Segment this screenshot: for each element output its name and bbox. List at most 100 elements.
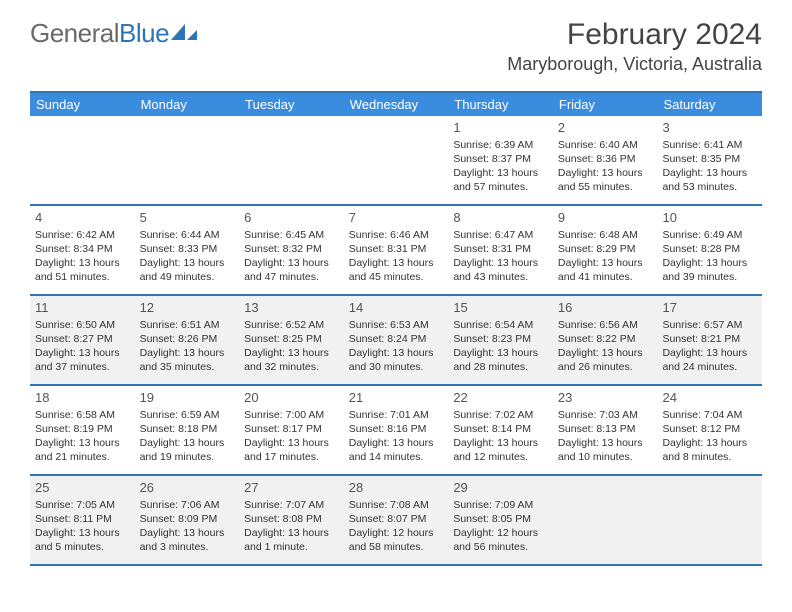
day-header-mon: Monday: [135, 93, 240, 116]
calendar-grid: Sunday Monday Tuesday Wednesday Thursday…: [30, 91, 762, 566]
calendar-cell: 22Sunrise: 7:02 AMSunset: 8:14 PMDayligh…: [448, 386, 553, 474]
sunset-text: Sunset: 8:26 PM: [140, 332, 235, 346]
calendar-cell: 10Sunrise: 6:49 AMSunset: 8:28 PMDayligh…: [657, 206, 762, 294]
sunrise-text: Sunrise: 6:53 AM: [349, 318, 444, 332]
sunset-text: Sunset: 8:34 PM: [35, 242, 130, 256]
daylight-text: Daylight: 13 hours and 49 minutes.: [140, 256, 235, 284]
sunset-text: Sunset: 8:22 PM: [558, 332, 653, 346]
calendar-cell: 20Sunrise: 7:00 AMSunset: 8:17 PMDayligh…: [239, 386, 344, 474]
sunrise-text: Sunrise: 7:05 AM: [35, 498, 130, 512]
daylight-text: Daylight: 13 hours and 8 minutes.: [662, 436, 757, 464]
day-header-sat: Saturday: [657, 93, 762, 116]
sunset-text: Sunset: 8:23 PM: [453, 332, 548, 346]
calendar-cell: 19Sunrise: 6:59 AMSunset: 8:18 PMDayligh…: [135, 386, 240, 474]
day-number: 6: [244, 209, 339, 227]
day-number: 11: [35, 299, 130, 317]
day-header-tue: Tuesday: [239, 93, 344, 116]
day-header-sun: Sunday: [30, 93, 135, 116]
calendar-cell: 17Sunrise: 6:57 AMSunset: 8:21 PMDayligh…: [657, 296, 762, 384]
day-number: 16: [558, 299, 653, 317]
daylight-text: Daylight: 13 hours and 39 minutes.: [662, 256, 757, 284]
sunset-text: Sunset: 8:36 PM: [558, 152, 653, 166]
daylight-text: Daylight: 12 hours and 58 minutes.: [349, 526, 444, 554]
calendar-cell: 24Sunrise: 7:04 AMSunset: 8:12 PMDayligh…: [657, 386, 762, 474]
day-number: 29: [453, 479, 548, 497]
logo-text-gray: General: [30, 18, 119, 49]
calendar-cell: [657, 476, 762, 564]
sunset-text: Sunset: 8:08 PM: [244, 512, 339, 526]
calendar-cell: 4Sunrise: 6:42 AMSunset: 8:34 PMDaylight…: [30, 206, 135, 294]
sunrise-text: Sunrise: 7:09 AM: [453, 498, 548, 512]
calendar-week: 25Sunrise: 7:05 AMSunset: 8:11 PMDayligh…: [30, 476, 762, 566]
daylight-text: Daylight: 13 hours and 35 minutes.: [140, 346, 235, 374]
calendar-cell: 1Sunrise: 6:39 AMSunset: 8:37 PMDaylight…: [448, 116, 553, 204]
daylight-text: Daylight: 13 hours and 5 minutes.: [35, 526, 130, 554]
sunset-text: Sunset: 8:25 PM: [244, 332, 339, 346]
sunset-text: Sunset: 8:19 PM: [35, 422, 130, 436]
daylight-text: Daylight: 13 hours and 30 minutes.: [349, 346, 444, 374]
sunrise-text: Sunrise: 7:03 AM: [558, 408, 653, 422]
day-number: 2: [558, 119, 653, 137]
calendar-cell: 2Sunrise: 6:40 AMSunset: 8:36 PMDaylight…: [553, 116, 658, 204]
daylight-text: Daylight: 13 hours and 10 minutes.: [558, 436, 653, 464]
daylight-text: Daylight: 13 hours and 14 minutes.: [349, 436, 444, 464]
daylight-text: Daylight: 13 hours and 32 minutes.: [244, 346, 339, 374]
sunrise-text: Sunrise: 7:02 AM: [453, 408, 548, 422]
sunrise-text: Sunrise: 7:01 AM: [349, 408, 444, 422]
day-number: 12: [140, 299, 235, 317]
calendar-week: 11Sunrise: 6:50 AMSunset: 8:27 PMDayligh…: [30, 296, 762, 386]
calendar-cell: 7Sunrise: 6:46 AMSunset: 8:31 PMDaylight…: [344, 206, 449, 294]
calendar-cell: 13Sunrise: 6:52 AMSunset: 8:25 PMDayligh…: [239, 296, 344, 384]
sunrise-text: Sunrise: 6:50 AM: [35, 318, 130, 332]
sunrise-text: Sunrise: 7:06 AM: [140, 498, 235, 512]
day-number: 26: [140, 479, 235, 497]
sunset-text: Sunset: 8:24 PM: [349, 332, 444, 346]
sunset-text: Sunset: 8:35 PM: [662, 152, 757, 166]
calendar-cell: 11Sunrise: 6:50 AMSunset: 8:27 PMDayligh…: [30, 296, 135, 384]
calendar-cell: 12Sunrise: 6:51 AMSunset: 8:26 PMDayligh…: [135, 296, 240, 384]
sunset-text: Sunset: 8:14 PM: [453, 422, 548, 436]
sunset-text: Sunset: 8:31 PM: [453, 242, 548, 256]
calendar-cell: 21Sunrise: 7:01 AMSunset: 8:16 PMDayligh…: [344, 386, 449, 474]
day-number: 1: [453, 119, 548, 137]
daylight-text: Daylight: 12 hours and 56 minutes.: [453, 526, 548, 554]
calendar-cell: 27Sunrise: 7:07 AMSunset: 8:08 PMDayligh…: [239, 476, 344, 564]
daylight-text: Daylight: 13 hours and 19 minutes.: [140, 436, 235, 464]
day-header-thu: Thursday: [448, 93, 553, 116]
calendar-cell: [135, 116, 240, 204]
page-header: GeneralBlue February 2024 Maryborough, V…: [0, 0, 792, 83]
sunrise-text: Sunrise: 6:46 AM: [349, 228, 444, 242]
sunset-text: Sunset: 8:32 PM: [244, 242, 339, 256]
daylight-text: Daylight: 13 hours and 53 minutes.: [662, 166, 757, 194]
daylight-text: Daylight: 13 hours and 45 minutes.: [349, 256, 444, 284]
daylight-text: Daylight: 13 hours and 37 minutes.: [35, 346, 130, 374]
sunrise-text: Sunrise: 6:59 AM: [140, 408, 235, 422]
day-number: 21: [349, 389, 444, 407]
daylight-text: Daylight: 13 hours and 47 minutes.: [244, 256, 339, 284]
sunrise-text: Sunrise: 6:45 AM: [244, 228, 339, 242]
sunrise-text: Sunrise: 7:04 AM: [662, 408, 757, 422]
calendar-cell: 29Sunrise: 7:09 AMSunset: 8:05 PMDayligh…: [448, 476, 553, 564]
calendar-cell: 14Sunrise: 6:53 AMSunset: 8:24 PMDayligh…: [344, 296, 449, 384]
day-number: 10: [662, 209, 757, 227]
day-number: 19: [140, 389, 235, 407]
day-number: 8: [453, 209, 548, 227]
sunset-text: Sunset: 8:16 PM: [349, 422, 444, 436]
calendar-week: 1Sunrise: 6:39 AMSunset: 8:37 PMDaylight…: [30, 116, 762, 206]
sunrise-text: Sunrise: 6:44 AM: [140, 228, 235, 242]
daylight-text: Daylight: 13 hours and 3 minutes.: [140, 526, 235, 554]
calendar-cell: 5Sunrise: 6:44 AMSunset: 8:33 PMDaylight…: [135, 206, 240, 294]
calendar-cell: 23Sunrise: 7:03 AMSunset: 8:13 PMDayligh…: [553, 386, 658, 474]
daylight-text: Daylight: 13 hours and 1 minute.: [244, 526, 339, 554]
sunrise-text: Sunrise: 6:40 AM: [558, 138, 653, 152]
sunset-text: Sunset: 8:37 PM: [453, 152, 548, 166]
day-number: 3: [662, 119, 757, 137]
calendar-week: 4Sunrise: 6:42 AMSunset: 8:34 PMDaylight…: [30, 206, 762, 296]
day-number: 17: [662, 299, 757, 317]
day-number: 28: [349, 479, 444, 497]
calendar-cell: 16Sunrise: 6:56 AMSunset: 8:22 PMDayligh…: [553, 296, 658, 384]
daylight-text: Daylight: 13 hours and 17 minutes.: [244, 436, 339, 464]
calendar-cell: 25Sunrise: 7:05 AMSunset: 8:11 PMDayligh…: [30, 476, 135, 564]
sunrise-text: Sunrise: 6:57 AM: [662, 318, 757, 332]
day-number: 15: [453, 299, 548, 317]
